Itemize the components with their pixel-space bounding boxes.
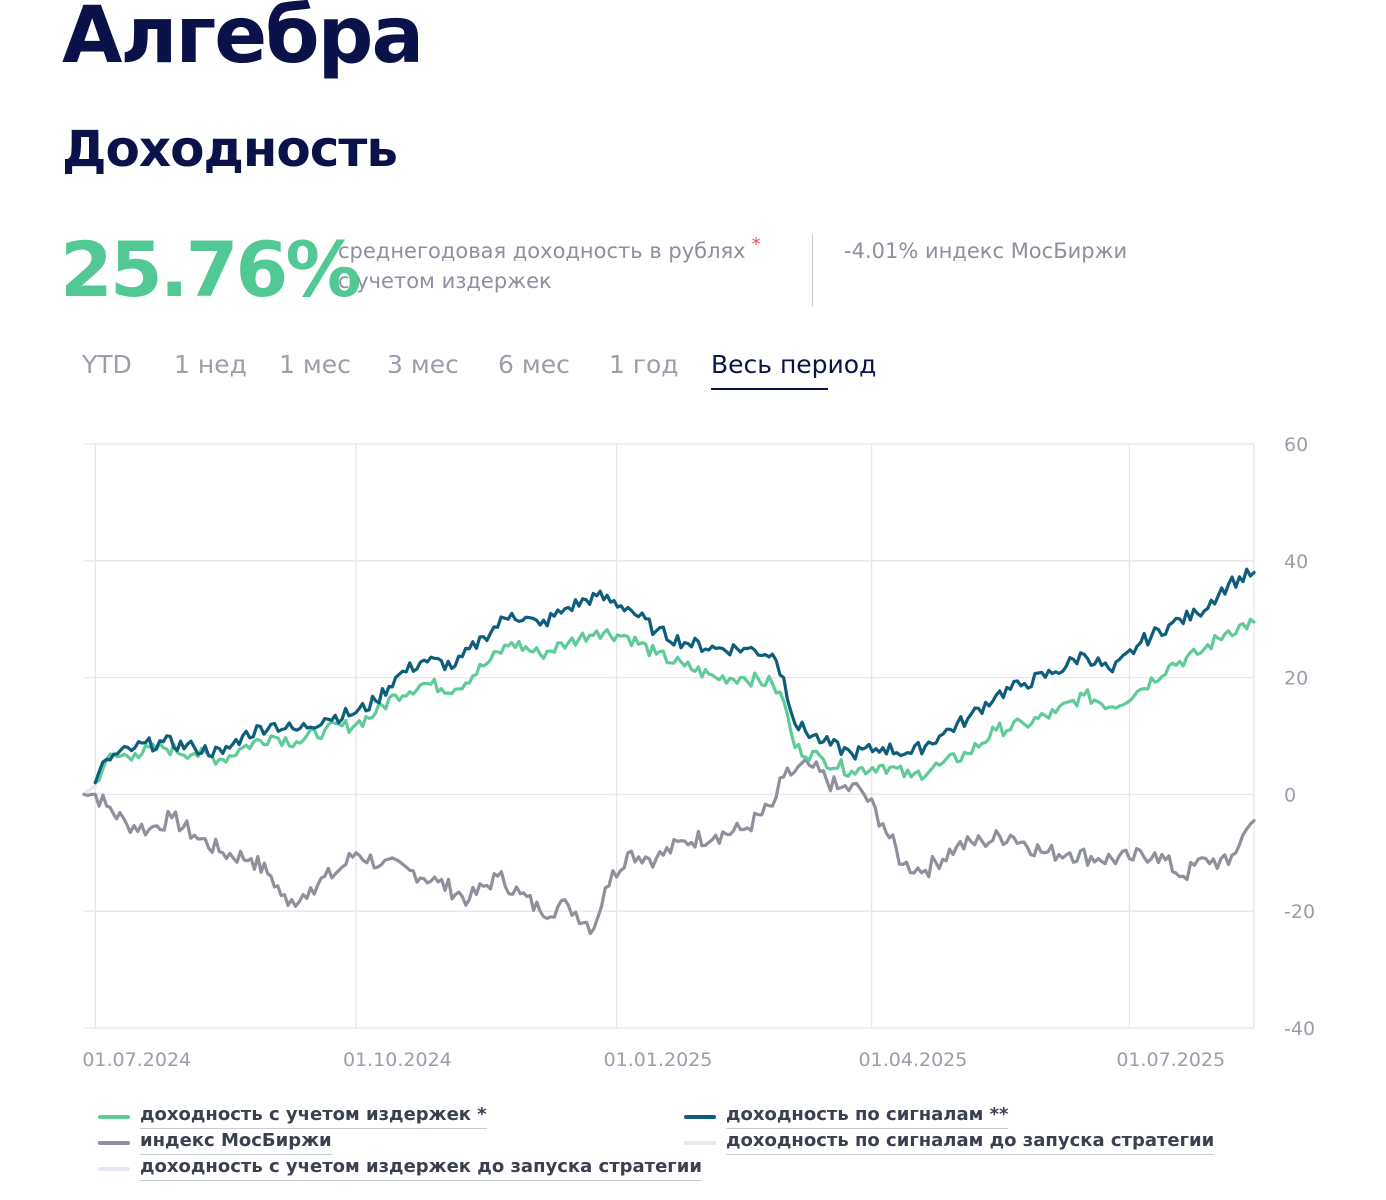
x-tick-label: 01.01.2025: [604, 1049, 713, 1071]
legend-label-net-return: доходность с учетом издержек *: [140, 1104, 487, 1129]
annual-return-value: 25.76%: [60, 225, 362, 314]
legend-swatch-moex-index: [98, 1140, 130, 1145]
legend-swatch-net-pre-launch: [98, 1166, 130, 1171]
legend-swatch-signal-return: [684, 1114, 716, 1119]
x-tick-label: 01.07.2025: [1116, 1049, 1225, 1071]
caption-footnote-star: *: [751, 234, 761, 255]
series-line-0: [93, 617, 1256, 785]
series-line-4: [82, 784, 97, 796]
y-tick-label: 20: [1284, 668, 1308, 690]
legend-item-moex-index[interactable]: индекс МосБиржи: [98, 1130, 332, 1155]
chart-grid: [84, 443, 1255, 1029]
x-tick-label: 01.04.2025: [859, 1049, 968, 1071]
tab-1-month[interactable]: 1 мес: [279, 350, 351, 379]
page-title: Алгебра: [62, 0, 424, 81]
active-tab-underline: [711, 388, 828, 390]
legend-item-signal-pre-launch[interactable]: доходность по сигналам до запуска страте…: [684, 1130, 1215, 1155]
annual-return-caption: среднегодовая доходность в рублях * с уче…: [338, 234, 761, 296]
series-line-1: [93, 567, 1256, 785]
x-tick-label: 01.10.2024: [343, 1049, 452, 1071]
legend-swatch-net-return: [98, 1114, 130, 1119]
tab-ytd[interactable]: YTD: [82, 350, 132, 379]
y-tick-label: 60: [1284, 434, 1308, 456]
tab-all-period[interactable]: Весь период: [711, 350, 877, 379]
legend-item-signal-return[interactable]: доходность по сигналам **: [684, 1104, 1009, 1129]
tab-1-week[interactable]: 1 нед: [174, 350, 247, 379]
tab-6-months[interactable]: 6 мес: [498, 350, 570, 379]
caption-line-2: с учетом издержек: [338, 269, 552, 293]
index-return-value: -4.01% индекс МосБиржи: [844, 239, 1128, 263]
legend-label-signal-return: доходность по сигналам **: [726, 1104, 1009, 1129]
legend-label-signal-pre-launch: доходность по сигналам до запуска страте…: [726, 1130, 1215, 1155]
tab-1-year[interactable]: 1 год: [609, 350, 679, 379]
summary-divider: [812, 234, 813, 306]
chart-axis-labels: 60 40 20 0 -20 -40 01.07.2024 01.10.2024 01.01.2…: [82, 434, 1315, 1071]
legend-swatch-signal-pre-launch: [684, 1140, 716, 1145]
y-tick-label: 40: [1284, 551, 1308, 573]
y-tick-label: -20: [1284, 901, 1315, 923]
caption-line-1: среднегодовая доходность в рублях: [338, 239, 746, 263]
legend-label-moex-index: индекс МосБиржи: [140, 1130, 332, 1155]
legend-item-net-pre-launch[interactable]: доходность с учетом издержек до запуска …: [98, 1156, 702, 1181]
legend-label-net-pre-launch: доходность с учетом издержек до запуска …: [140, 1156, 702, 1181]
y-tick-label: -40: [1284, 1018, 1315, 1040]
x-tick-label: 01.07.2024: [82, 1049, 191, 1071]
y-tick-label: 0: [1284, 784, 1296, 806]
returns-line-chart: 60 40 20 0 -20 -40 01.07.2024 01.10.2024 01.01.2…: [82, 434, 1315, 1071]
section-title: Доходность: [62, 120, 398, 178]
series-line-2: [82, 757, 1256, 936]
tab-3-months[interactable]: 3 мес: [387, 350, 459, 379]
legend-item-net-return[interactable]: доходность с учетом издержек *: [98, 1104, 487, 1129]
chart-series: [82, 567, 1256, 936]
